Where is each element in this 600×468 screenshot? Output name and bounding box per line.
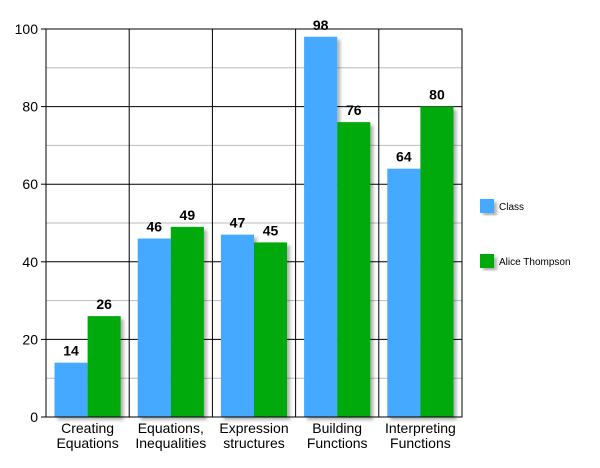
x-category-label-line: Functions	[307, 435, 368, 451]
x-category-label-line: Expression	[219, 420, 288, 436]
y-tick-label: 100	[15, 21, 39, 37]
y-tick-label: 20	[22, 331, 38, 347]
x-category-label-line: Building	[312, 420, 362, 436]
y-tick-label: 40	[22, 254, 38, 270]
bar-alice-thompson	[170, 226, 204, 417]
y-tick-label: 0	[30, 409, 38, 425]
legend-swatch	[480, 254, 494, 268]
bar-alice-thompson	[254, 242, 288, 417]
x-category-label: Creating Equations	[56, 420, 118, 451]
data-label: 14	[63, 343, 79, 359]
legend-swatch	[480, 199, 494, 213]
x-category-label: Interpreting Functions	[385, 420, 456, 451]
data-label: 46	[146, 219, 162, 235]
legend-label: Alice Thompson	[499, 257, 571, 268]
data-label: 26	[96, 296, 112, 312]
bar-class	[54, 362, 88, 417]
legend-label: Class	[499, 202, 524, 213]
x-category-label-line: Functions	[390, 435, 451, 451]
x-category-label-line: structures	[223, 435, 284, 451]
data-label: 98	[313, 17, 329, 33]
bar-class	[137, 238, 171, 417]
x-category-label-line: Equations	[56, 435, 118, 451]
x-category-label-line: Equations,	[138, 420, 204, 436]
bar-class	[304, 36, 338, 417]
x-category-label-line: Inequalities	[135, 435, 206, 451]
data-label: 80	[429, 87, 445, 103]
y-tick-label: 60	[22, 176, 38, 192]
x-category-label: Building Functions	[307, 420, 368, 451]
data-label: 49	[180, 207, 196, 223]
bar-alice-thompson	[337, 122, 371, 418]
data-label: 64	[396, 149, 412, 165]
bar-alice-thompson	[87, 316, 121, 417]
bar-class	[387, 168, 421, 417]
x-category-label: Equations, Inequalities	[135, 420, 206, 451]
x-category-label-line: Interpreting	[385, 420, 456, 436]
data-label: 76	[346, 102, 362, 118]
plot-border	[45, 28, 463, 418]
x-category-label: Expression structures	[219, 420, 288, 451]
bar-class	[220, 234, 254, 417]
x-category-label-line: Creating	[61, 420, 114, 436]
y-tick-label: 80	[22, 99, 38, 115]
data-label: 45	[263, 222, 279, 238]
bar-alice-thompson	[420, 106, 454, 417]
data-label: 47	[230, 215, 246, 231]
